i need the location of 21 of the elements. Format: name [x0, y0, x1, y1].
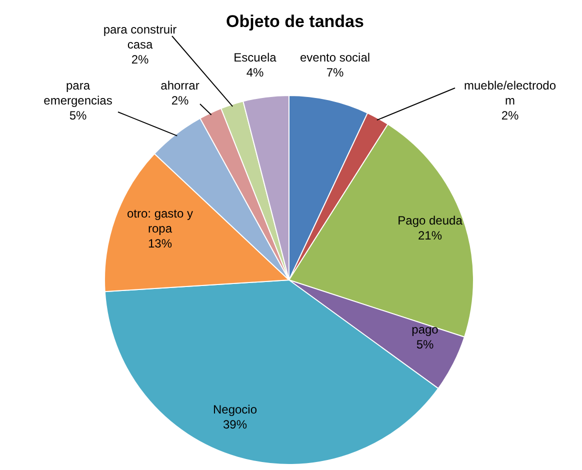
- data-label: 2%: [171, 93, 189, 108]
- slice-label: Pago deuda: [398, 213, 463, 228]
- slice-label: ahorrar: [160, 78, 200, 92]
- slice-label: para emergencias: [44, 78, 112, 108]
- slice-label: para construir casa: [103, 22, 177, 52]
- data-label: 2%: [131, 52, 149, 66]
- slice-label: evento social: [300, 50, 370, 64]
- slice-label: pago: [412, 322, 439, 336]
- data-label: 21%: [418, 228, 442, 242]
- slice-label: Negocio: [212, 402, 258, 416]
- chart-title: Objeto de tandas: [226, 12, 364, 32]
- data-label: 2%: [501, 108, 519, 122]
- slice-label: otro: gasto y ropa: [126, 206, 194, 236]
- data-label: 5%: [69, 108, 87, 122]
- data-label: 13%: [148, 236, 172, 250]
- data-label: 5%: [416, 337, 434, 352]
- data-label: 4%: [246, 65, 264, 80]
- slice-label: mueble/electrodom: [464, 78, 556, 108]
- data-label: 39%: [222, 417, 248, 432]
- data-label: 7%: [326, 65, 344, 80]
- slice-label: Escuela: [234, 50, 277, 64]
